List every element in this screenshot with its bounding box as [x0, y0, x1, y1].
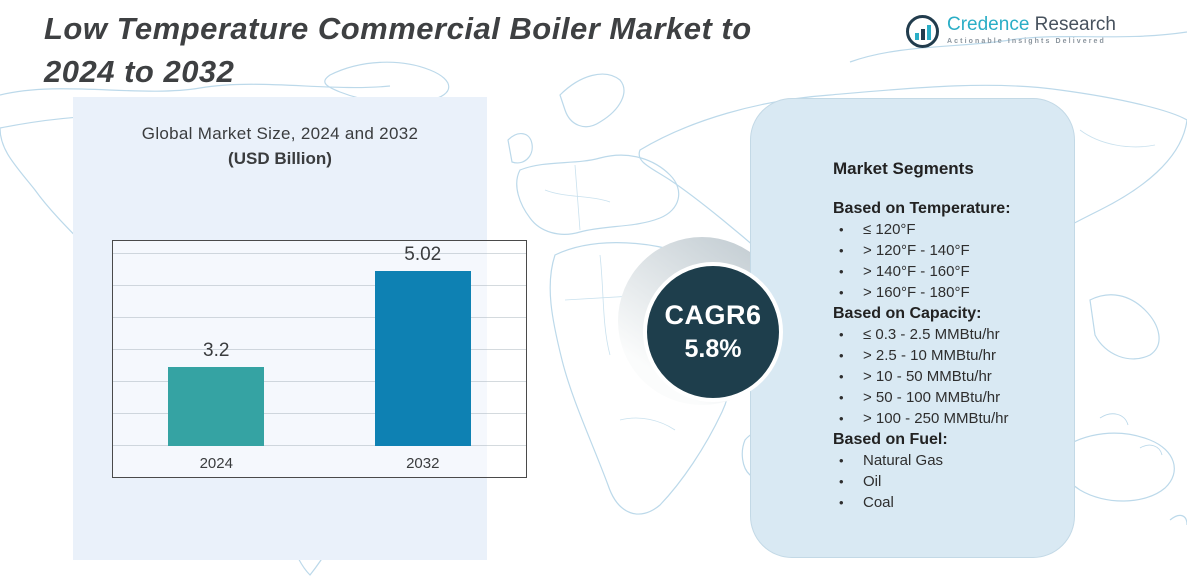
- bar-group-2024: 3.2 2024: [168, 340, 265, 472]
- segment-item: • > 120°F - 140°F: [833, 240, 1054, 261]
- logo-text: Credence Research Actionable Insights De…: [947, 14, 1116, 45]
- cagr-badge-label: CAGR6: [664, 300, 762, 330]
- chart-title-block: Global Market Size, 2024 and 2032 (USD B…: [73, 124, 487, 169]
- segment-item-label: Natural Gas: [863, 452, 944, 469]
- segment-item: • > 140°F - 160°F: [833, 261, 1054, 282]
- segment-item-label: > 100 - 250 MMBtu/hr: [863, 410, 1009, 427]
- segment-item: • Coal: [833, 492, 1054, 513]
- segment-item-label: ≤ 0.3 - 2.5 MMBtu/hr: [863, 326, 1000, 343]
- bullet-icon: •: [839, 285, 844, 300]
- logo-brand-word1: Credence: [947, 14, 1030, 35]
- bullet-icon: •: [839, 390, 844, 405]
- bar-value-label: 5.02: [404, 244, 442, 265]
- segment-item-label: > 50 - 100 MMBtu/hr: [863, 389, 1001, 406]
- page-title: Low Temperature Commercial Boiler Market…: [44, 8, 752, 94]
- segment-item-label: > 140°F - 160°F: [863, 263, 970, 280]
- x-tick-label: 2024: [199, 455, 233, 472]
- segment-item: • > 160°F - 180°F: [833, 282, 1054, 303]
- x-tick-label: 2032: [406, 455, 440, 472]
- bullet-icon: •: [839, 474, 844, 489]
- cagr-badge: CAGR6 5.8%: [643, 262, 783, 402]
- segment-group-heading: Based on Capacity:: [833, 305, 982, 322]
- logo-bar-icon: [914, 33, 919, 40]
- page-title-line-1: Low Temperature Commercial Boiler Market…: [44, 11, 752, 46]
- segments-groups: Based on Temperature: • ≤ 120°F • > 120°F - …: [833, 198, 1054, 513]
- segment-item: • > 10 - 50 MMBtu/hr: [833, 366, 1054, 387]
- segment-item-label: > 2.5 - 10 MMBtu/hr: [863, 347, 996, 364]
- segments-panel-title: Market Segments: [833, 159, 974, 178]
- bar-2024: [168, 367, 265, 446]
- segment-item-label: ≤ 120°F: [863, 221, 916, 238]
- bullet-icon: •: [839, 348, 844, 363]
- bar-chart: 3.2 2024 5.02 2032: [112, 240, 527, 478]
- segment-item: • > 2.5 - 10 MMBtu/hr: [833, 345, 1054, 366]
- cagr-badge-value: 5.8%: [684, 335, 742, 363]
- segment-item-label: Coal: [863, 494, 894, 511]
- credence-research-logo: Credence Research Actionable Insights De…: [906, 14, 1116, 48]
- segment-item-label: Oil: [863, 473, 882, 490]
- logo-bar-icon: [920, 29, 925, 40]
- bar-2032: [374, 271, 471, 446]
- plot-area: 3.2 2024 5.02 2032: [113, 241, 526, 472]
- page-title-line-2: 2024 to 2032: [44, 53, 235, 89]
- bullet-icon: •: [839, 495, 844, 510]
- logo-tagline: Actionable Insights Delivered: [947, 37, 1106, 45]
- segment-item: • ≤ 120°F: [833, 219, 1054, 240]
- bullet-icon: •: [839, 264, 844, 279]
- segment-item: • Natural Gas: [833, 450, 1054, 471]
- market-segments-panel: Market Segments Based on Temperature: • ≤ …: [750, 98, 1075, 558]
- segment-item: • ≤ 0.3 - 2.5 MMBtu/hr: [833, 324, 1054, 345]
- bar-group-2032: 5.02 2032: [374, 244, 471, 472]
- bullet-icon: •: [839, 411, 844, 426]
- logo-brand-word2: Research: [1034, 14, 1116, 35]
- chart-title: Global Market Size, 2024 and 2032: [141, 124, 419, 143]
- segment-item: • Oil: [833, 471, 1054, 492]
- chart-subtitle: (USD Billion): [228, 149, 332, 168]
- logo-bar-icon: [926, 25, 931, 40]
- segment-item-label: > 120°F - 140°F: [863, 242, 970, 259]
- bullet-icon: •: [839, 222, 844, 237]
- bar-value-label: 3.2: [203, 340, 230, 361]
- segment-item-label: > 160°F - 180°F: [863, 284, 970, 301]
- segment-item: • > 50 - 100 MMBtu/hr: [833, 387, 1054, 408]
- segment-group-heading: Based on Temperature:: [833, 200, 1011, 217]
- bullet-icon: •: [839, 369, 844, 384]
- segment-item: • > 100 - 250 MMBtu/hr: [833, 408, 1054, 429]
- bullet-icon: •: [839, 327, 844, 342]
- bullet-icon: •: [839, 453, 844, 468]
- bullet-icon: •: [839, 243, 844, 258]
- segment-item-label: > 10 - 50 MMBtu/hr: [863, 368, 992, 385]
- bar-chart-circle-icon: [906, 15, 939, 48]
- segment-group-heading: Based on Fuel:: [833, 431, 948, 448]
